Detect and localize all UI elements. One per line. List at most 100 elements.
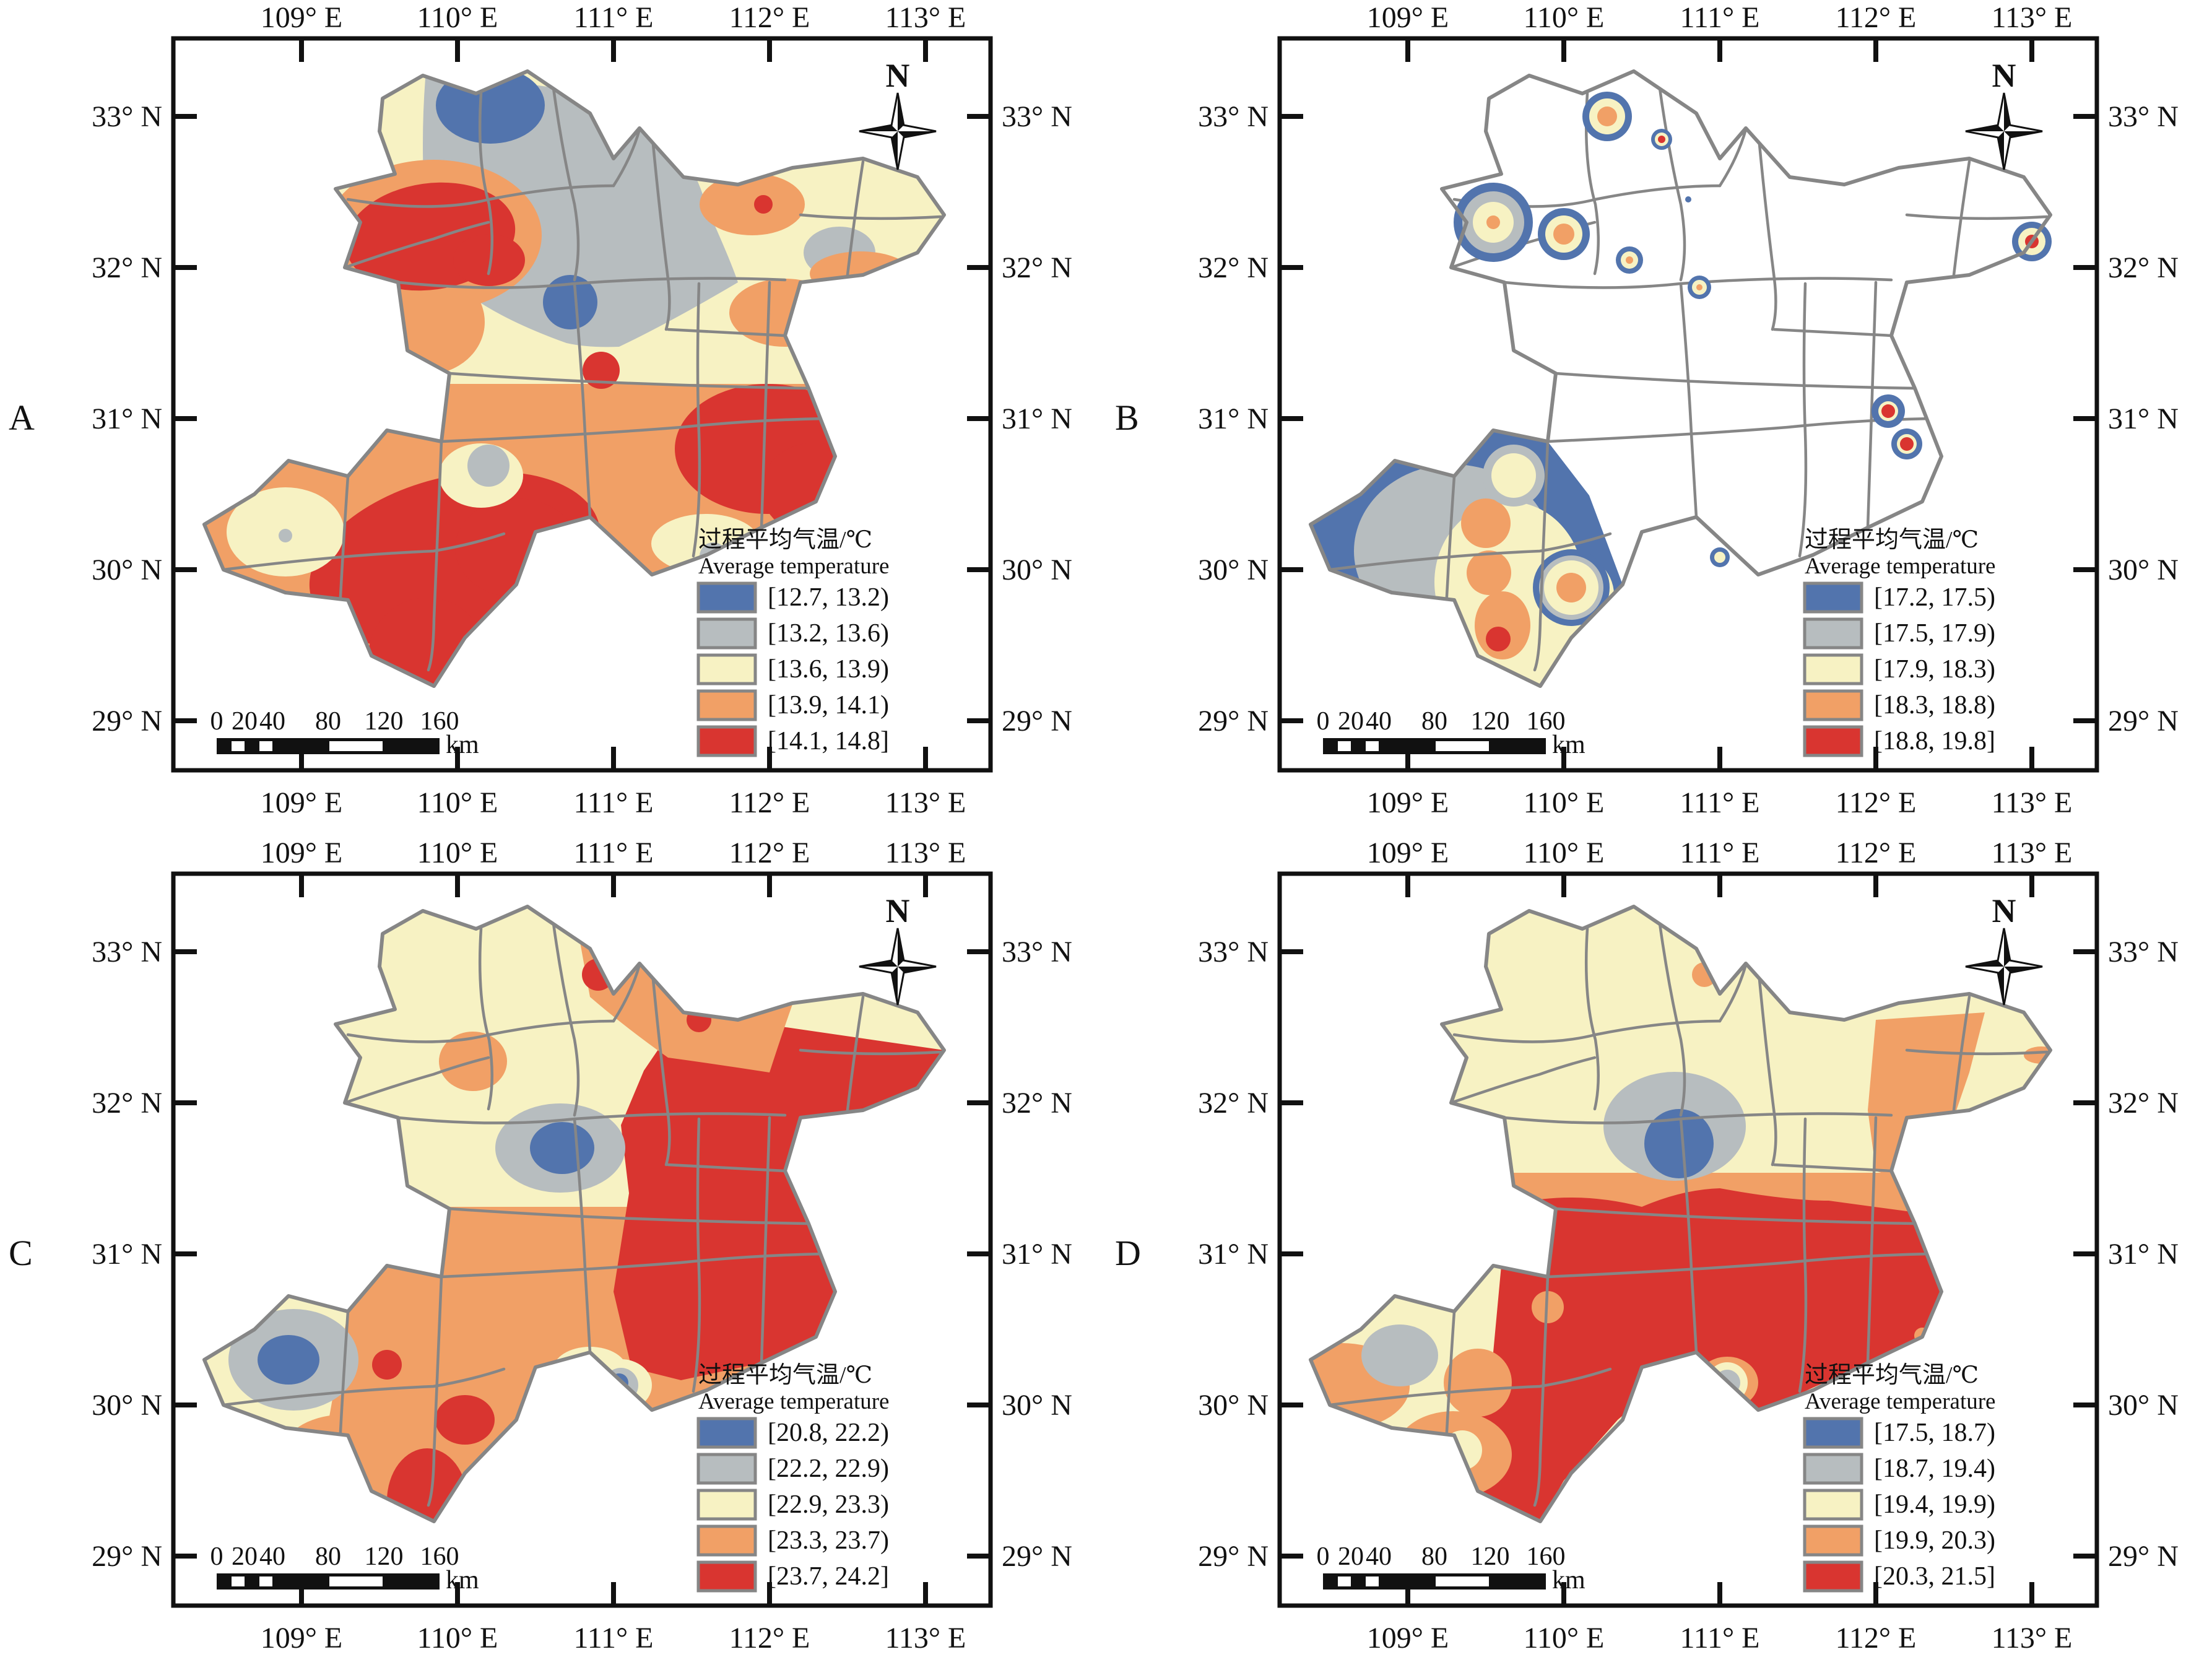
axis-label: 110° E (1523, 1622, 1604, 1655)
axis-label: 32° N (1002, 1087, 1072, 1120)
panel-letter: A (9, 398, 35, 438)
legend-swatch (696, 1560, 757, 1592)
legend-range-label: [18.3, 18.8) (1874, 691, 1995, 720)
legend-range-label: [23.7, 24.2] (768, 1562, 889, 1591)
legend-swatch (1803, 725, 1863, 757)
axis-label: 110° E (1523, 786, 1604, 819)
scale-tick-label: 40 (1366, 707, 1392, 736)
legend-range-label: [19.4, 19.9) (1874, 1490, 1995, 1519)
scale-tick-label: 120 (365, 707, 404, 736)
axis-label: 30° N (92, 554, 162, 586)
legend-title-en: Average temperature (698, 1389, 889, 1414)
north-label: N (1992, 892, 2016, 929)
legend-range-label: [18.8, 19.8] (1874, 727, 1995, 755)
legend-range-label: [13.2, 13.6) (768, 619, 889, 648)
axis-label: 32° N (1198, 1087, 1269, 1120)
north-arrow: N (1964, 892, 2043, 1006)
legend-swatch (1803, 689, 1863, 721)
axis-label: 111° E (574, 1622, 654, 1655)
axis-label: 29° N (1198, 705, 1269, 737)
axis-label: 111° E (1680, 837, 1759, 869)
legend-swatch (696, 1524, 757, 1556)
axis-label: 30° N (2108, 1389, 2179, 1422)
axis-label: 31° N (1002, 1238, 1072, 1271)
scale-tick-label: 160 (420, 707, 459, 736)
legend-title-en: Average temperature (698, 554, 889, 579)
panel-b: B 109° E 110° E 111° E 112° E 113° E 109… (1106, 0, 2212, 835)
legend-range-label: [18.7, 19.4) (1874, 1455, 1995, 1483)
axis-label: 113° E (885, 786, 966, 819)
scale-tick-label: 80 (1421, 707, 1447, 736)
axis-label: 111° E (574, 1, 654, 34)
axis-label: 32° N (92, 1087, 162, 1120)
axis-label: 30° N (1002, 554, 1072, 586)
axis-label: 29° N (92, 1540, 162, 1573)
scale-tick-label: 40 (259, 707, 285, 736)
axis-label: 29° N (1002, 1540, 1072, 1573)
axis-label: 30° N (2108, 554, 2179, 586)
scale-tick-label: 160 (1526, 707, 1565, 736)
axis-label: 31° N (1198, 1238, 1269, 1271)
legend-swatch (696, 617, 757, 650)
legend-title-en: Average temperature (1805, 1389, 1995, 1414)
legend-swatch (1803, 1560, 1863, 1592)
axis-label: 111° E (574, 837, 654, 869)
axis-label: 112° E (729, 1622, 810, 1655)
legend-range-label: [22.2, 22.9) (768, 1455, 889, 1483)
axis-labels: 109° E 110° E 111° E 112° E 113° E 109° … (1198, 837, 2179, 1655)
legend-swatch (696, 725, 757, 757)
panel-a: A 109° E 110° E 111° E 112° E 113° E 109… (0, 0, 1106, 835)
axis-label: 29° N (1198, 1540, 1269, 1573)
legend-swatch (1803, 1524, 1863, 1556)
legend-title-zh: 过程平均气温/℃ (698, 1362, 872, 1388)
axis-label: 111° E (1680, 786, 1759, 819)
panel-letter: C (9, 1233, 33, 1273)
scale-tick-label: 40 (259, 1542, 285, 1571)
axis-label: 32° N (1002, 251, 1072, 284)
legend-swatch (1803, 653, 1863, 685)
scale-tick-label: 80 (315, 707, 341, 736)
legend-swatch (1803, 1453, 1863, 1484)
axis-label: 112° E (729, 837, 810, 869)
scale-bar-graphic (1322, 738, 1546, 754)
axis-label: 109° E (261, 1, 343, 34)
legend-range-label: [22.9, 23.3) (768, 1490, 889, 1519)
axis-label: 109° E (1366, 837, 1449, 869)
axis-label: 110° E (417, 1, 498, 34)
axis-label: 112° E (729, 1, 810, 34)
north-label: N (886, 892, 910, 929)
axis-label: 109° E (261, 1622, 343, 1655)
axis-label: 110° E (417, 786, 498, 819)
scale-tick-label: 80 (1421, 1542, 1447, 1571)
legend-range-label: [17.9, 18.3) (1874, 655, 1995, 684)
legend-swatch (1803, 617, 1863, 650)
axis-label: 110° E (1523, 837, 1604, 869)
axis-label: 30° N (1002, 1389, 1072, 1422)
scale-unit-label: km (446, 1566, 479, 1594)
axis-label: 111° E (1680, 1622, 1759, 1655)
legend-swatch (1803, 1489, 1863, 1520)
legend: 过程平均气温/℃ Average temperature [17.2, 17.5… (1803, 527, 1995, 757)
axis-label: 32° N (2108, 251, 2179, 284)
legend-swatch (696, 581, 757, 614)
axis-label: 29° N (2108, 705, 2179, 737)
axis-label: 109° E (1366, 1622, 1449, 1655)
legend-range-label: [13.6, 13.9) (768, 655, 889, 684)
legend-range-label: [14.1, 14.8] (768, 727, 889, 755)
axis-label: 30° N (1198, 1389, 1269, 1422)
axis-label: 110° E (1523, 1, 1604, 34)
station-symbols (1453, 92, 2052, 567)
scale-bar: 0 20 40 80 120 160 km (210, 707, 480, 759)
scale-bar-graphic (1322, 1573, 1546, 1590)
axis-label: 33° N (92, 936, 162, 968)
axis-label: 111° E (1680, 1, 1759, 34)
scale-tick-label: 0 (1316, 707, 1329, 736)
scale-tick-label: 0 (210, 707, 223, 736)
scale-bar: 0 20 40 80 120 160 km (210, 1542, 480, 1594)
legend-swatch (696, 653, 757, 685)
axis-label: 113° E (885, 1, 966, 34)
legend-range-label: [17.5, 18.7) (1874, 1419, 1995, 1447)
scale-tick-label: 20 (232, 1542, 258, 1571)
axis-label: 110° E (417, 837, 498, 869)
